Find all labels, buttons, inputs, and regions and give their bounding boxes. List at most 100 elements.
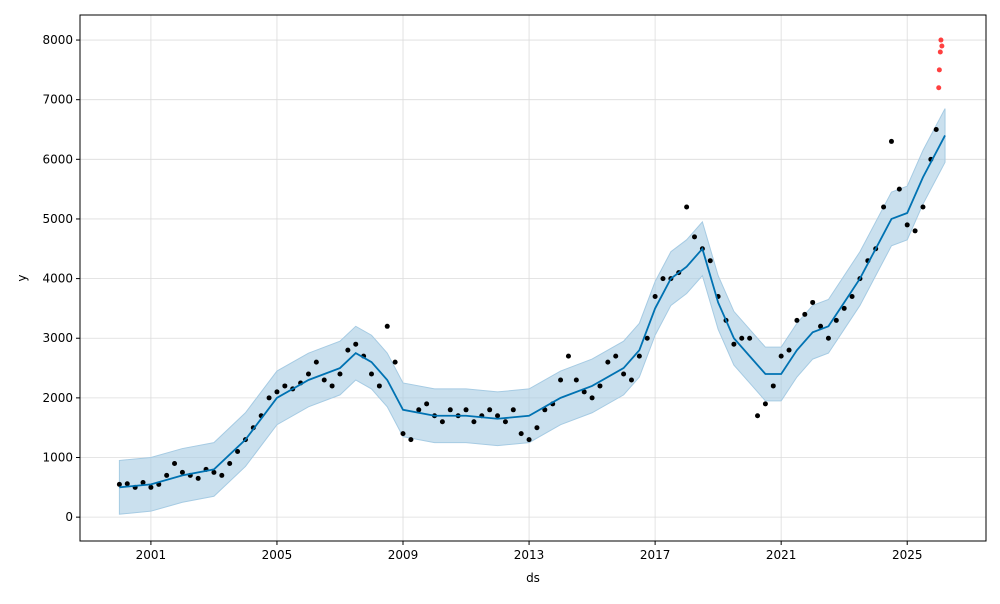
observed-point	[463, 407, 469, 413]
observed-point	[613, 353, 619, 359]
y-tick-label: 2000	[42, 391, 73, 405]
observed-point	[731, 341, 737, 347]
observed-point	[376, 383, 382, 389]
observed-point	[739, 335, 745, 341]
observed-point	[770, 383, 776, 389]
observed-point	[636, 353, 642, 359]
future-point	[936, 85, 942, 91]
observed-point	[195, 475, 201, 481]
observed-point	[487, 407, 493, 413]
future-point	[936, 67, 942, 73]
observed-point	[707, 258, 713, 264]
y-tick-label: 3000	[42, 331, 73, 345]
observed-point	[439, 419, 445, 425]
observed-point	[416, 407, 422, 413]
observed-point	[621, 371, 627, 377]
observed-point	[518, 431, 524, 437]
observed-point	[581, 389, 587, 395]
y-tick-label: 7000	[42, 93, 73, 107]
observed-point	[660, 276, 666, 282]
observed-point	[802, 311, 808, 317]
observed-point	[408, 437, 414, 443]
observed-point	[904, 222, 910, 228]
observed-point	[794, 317, 800, 323]
observed-point	[778, 353, 784, 359]
observed-point	[219, 472, 225, 478]
x-tick-label: 2025	[892, 548, 923, 562]
forecast-line	[119, 135, 946, 489]
observed-point	[424, 401, 430, 407]
y-tick-label: 1000	[42, 451, 73, 465]
observed-point	[172, 460, 178, 466]
uncertainty-band	[118, 108, 946, 515]
observed-point	[305, 371, 311, 377]
y-axis-label: y	[15, 274, 29, 281]
observed-point	[140, 480, 146, 486]
observed-point	[888, 138, 894, 144]
observed-point	[313, 359, 319, 365]
y-tick-label: 5000	[42, 212, 73, 226]
observed-point	[400, 431, 406, 437]
observed-point	[920, 204, 926, 210]
observed-point	[573, 377, 579, 383]
future-point	[937, 49, 943, 55]
observed-point	[692, 234, 698, 240]
observed-point	[266, 395, 272, 401]
observed-point	[510, 407, 516, 413]
observed-point	[841, 305, 847, 311]
observed-point	[282, 383, 288, 389]
x-tick-label: 2001	[136, 548, 167, 562]
y-tick-label: 8000	[42, 33, 73, 47]
observed-point	[644, 335, 650, 341]
observed-point	[321, 377, 327, 383]
observed-point	[384, 323, 390, 329]
observed-point	[810, 299, 816, 305]
observed-point	[353, 341, 359, 347]
observed-point	[818, 323, 824, 329]
x-tick-label: 2021	[766, 548, 797, 562]
observed-point	[471, 419, 477, 425]
y-tick-label: 6000	[42, 152, 73, 166]
observed-point	[179, 469, 185, 475]
observed-point	[833, 317, 839, 323]
observed-point	[849, 293, 855, 299]
observed-point	[329, 383, 335, 389]
observed-point	[747, 335, 753, 341]
observed-point	[502, 419, 508, 425]
observed-point	[628, 377, 634, 383]
x-tick-label: 2005	[262, 548, 293, 562]
x-tick-label: 2013	[514, 548, 545, 562]
observed-point	[684, 204, 690, 210]
observed-point	[274, 389, 280, 395]
observed-point	[164, 472, 170, 478]
observed-point	[227, 460, 233, 466]
observed-point	[652, 293, 658, 299]
observed-point	[534, 425, 540, 431]
observed-point	[558, 377, 564, 383]
x-axis-label: ds	[526, 571, 540, 585]
observed-point	[605, 359, 611, 365]
observed-point	[495, 413, 501, 419]
observed-point	[368, 371, 374, 377]
future-point	[939, 43, 945, 49]
observed-point	[786, 347, 792, 353]
observed-point	[148, 484, 154, 490]
y-tick-label: 4000	[42, 272, 73, 286]
observed-point	[447, 407, 453, 413]
x-tick-label: 2017	[640, 548, 671, 562]
y-tick-label: 0	[65, 510, 73, 524]
plot-frame	[79, 14, 987, 542]
observed-point	[337, 371, 343, 377]
observed-point	[116, 481, 122, 487]
observed-point	[933, 127, 939, 133]
observed-point	[392, 359, 398, 365]
observed-point	[235, 449, 241, 455]
observed-point	[526, 437, 532, 443]
observed-point	[755, 413, 761, 419]
observed-point	[597, 383, 603, 389]
observed-point	[762, 401, 768, 407]
observed-point	[124, 481, 130, 487]
observed-point	[589, 395, 595, 401]
observed-point	[211, 469, 217, 475]
